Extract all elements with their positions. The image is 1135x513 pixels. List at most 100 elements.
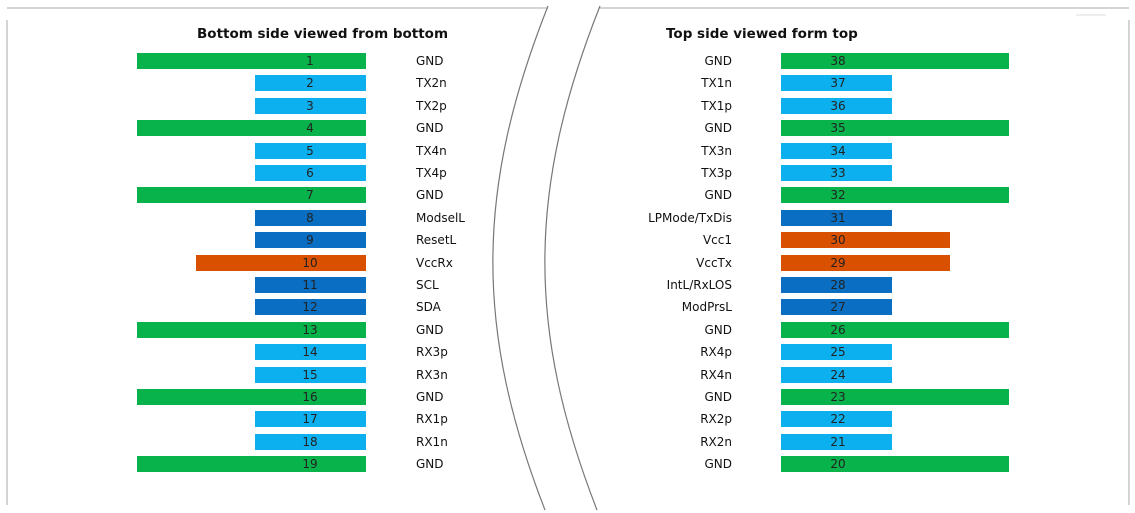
pin-number-10: 10 bbox=[302, 255, 318, 270]
pin-label-18: RX1n bbox=[416, 434, 448, 449]
pin-number-15: 15 bbox=[302, 367, 318, 382]
pin-number-16: 16 bbox=[302, 390, 318, 404]
pin-bar-6 bbox=[255, 165, 366, 181]
pin-label-38: GND bbox=[704, 54, 732, 68]
pin-bar-7 bbox=[137, 187, 366, 204]
pin-label-31: LPMode/TxDis bbox=[648, 210, 732, 225]
pin-bar-35 bbox=[781, 120, 1009, 137]
pin-number-13: 13 bbox=[302, 322, 318, 337]
pin-number-26: 26 bbox=[830, 322, 846, 337]
pin-number-37: 37 bbox=[830, 76, 846, 91]
pin-number-22: 22 bbox=[830, 412, 846, 427]
pin-label-20: GND bbox=[704, 457, 732, 472]
pin-label-32: GND bbox=[704, 188, 732, 203]
pin-label-36: TX1p bbox=[701, 98, 732, 113]
pin-label-27: ModPrsL bbox=[681, 300, 732, 315]
pin-label-19: GND bbox=[416, 457, 444, 472]
pin-bar-16 bbox=[137, 389, 366, 405]
pin-bar-14 bbox=[255, 344, 366, 361]
pin-number-11: 11 bbox=[302, 278, 318, 292]
pin-bar-36 bbox=[781, 97, 892, 114]
break-curve-left bbox=[492, 5, 549, 511]
pin-label-37: TX1n bbox=[701, 76, 732, 91]
pin-bar-8 bbox=[255, 209, 366, 226]
pin-bar-26 bbox=[781, 321, 1009, 338]
pin-bar-19 bbox=[137, 456, 366, 473]
pin-number-38: 38 bbox=[830, 54, 846, 68]
pin-bar-13 bbox=[137, 321, 366, 338]
pin-label-30: Vcc1 bbox=[702, 233, 732, 248]
pin-label-35: GND bbox=[704, 121, 732, 136]
pin-bar-25 bbox=[781, 344, 892, 361]
pin-label-7: GND bbox=[416, 188, 444, 203]
pin-number-19: 19 bbox=[302, 457, 318, 472]
pin-number-3: 3 bbox=[306, 98, 314, 113]
pin-label-10: VccRx bbox=[416, 255, 453, 270]
pin-number-14: 14 bbox=[302, 345, 318, 360]
pin-number-27: 27 bbox=[830, 300, 846, 315]
pin-number-23: 23 bbox=[830, 390, 846, 404]
pin-label-14: RX3p bbox=[416, 345, 448, 360]
pin-bar-2 bbox=[255, 75, 366, 92]
pin-bar-32 bbox=[781, 187, 1009, 204]
pin-bar-3 bbox=[255, 97, 366, 114]
pin-bar-21 bbox=[781, 433, 892, 450]
pin-bar-30 bbox=[781, 232, 950, 249]
bottom-side-title: Bottom side viewed from bottom bbox=[197, 26, 449, 42]
pin-bar-31 bbox=[781, 209, 892, 226]
pin-number-20: 20 bbox=[830, 457, 846, 472]
pin-number-34: 34 bbox=[830, 143, 846, 158]
pin-label-22: RX2p bbox=[700, 412, 732, 427]
pin-bar-38 bbox=[781, 53, 1009, 69]
pin-label-21: RX2n bbox=[700, 434, 732, 449]
pin-label-28: IntL/RxLOS bbox=[666, 278, 732, 292]
break-curve-right bbox=[544, 5, 601, 511]
pin-label-12: SDA bbox=[416, 300, 441, 315]
pin-number-30: 30 bbox=[830, 233, 846, 248]
pin-number-24: 24 bbox=[830, 367, 846, 382]
pin-bar-11 bbox=[255, 277, 366, 293]
pin-label-6: TX4p bbox=[416, 166, 447, 180]
pin-bar-5 bbox=[255, 142, 366, 159]
pin-label-29: VccTx bbox=[696, 255, 732, 270]
pin-label-9: ResetL bbox=[416, 233, 457, 248]
pin-number-32: 32 bbox=[830, 188, 846, 203]
top-side-title: Top side viewed form top bbox=[666, 26, 858, 42]
pin-label-2: TX2n bbox=[416, 76, 447, 91]
pin-bar-20 bbox=[781, 456, 1009, 473]
pin-number-5: 5 bbox=[306, 143, 314, 158]
pin-bar-23 bbox=[781, 389, 1009, 405]
pin-number-25: 25 bbox=[830, 345, 846, 360]
pin-number-1: 1 bbox=[306, 54, 314, 68]
pin-bar-24 bbox=[781, 366, 892, 383]
pin-number-35: 35 bbox=[830, 121, 846, 136]
pin-label-25: RX4p bbox=[700, 345, 732, 360]
pin-label-11: SCL bbox=[416, 278, 439, 292]
pin-number-9: 9 bbox=[306, 233, 314, 248]
pin-number-6: 6 bbox=[306, 166, 314, 180]
pin-label-15: RX3n bbox=[416, 367, 448, 382]
pin-label-3: TX2p bbox=[416, 98, 447, 113]
pin-label-17: RX1p bbox=[416, 412, 448, 427]
pin-bar-37 bbox=[781, 75, 892, 92]
pin-number-8: 8 bbox=[306, 210, 314, 225]
pin-number-12: 12 bbox=[302, 300, 318, 315]
pin-bar-4 bbox=[137, 120, 366, 137]
pin-label-16: GND bbox=[416, 390, 444, 404]
pin-number-36: 36 bbox=[830, 98, 846, 113]
pin-bar-22 bbox=[781, 411, 892, 428]
pin-bar-17 bbox=[255, 411, 366, 428]
pin-label-5: TX4n bbox=[416, 143, 447, 158]
pin-bar-12 bbox=[255, 299, 366, 316]
pin-bar-28 bbox=[781, 277, 892, 293]
pin-number-17: 17 bbox=[302, 412, 318, 427]
pin-bar-34 bbox=[781, 142, 892, 159]
pin-bar-29 bbox=[781, 254, 950, 271]
pin-label-8: ModselL bbox=[416, 210, 465, 225]
pin-label-4: GND bbox=[416, 121, 444, 136]
pin-number-31: 31 bbox=[830, 210, 846, 225]
pin-bar-10 bbox=[196, 254, 366, 271]
pin-label-1: GND bbox=[416, 54, 444, 68]
